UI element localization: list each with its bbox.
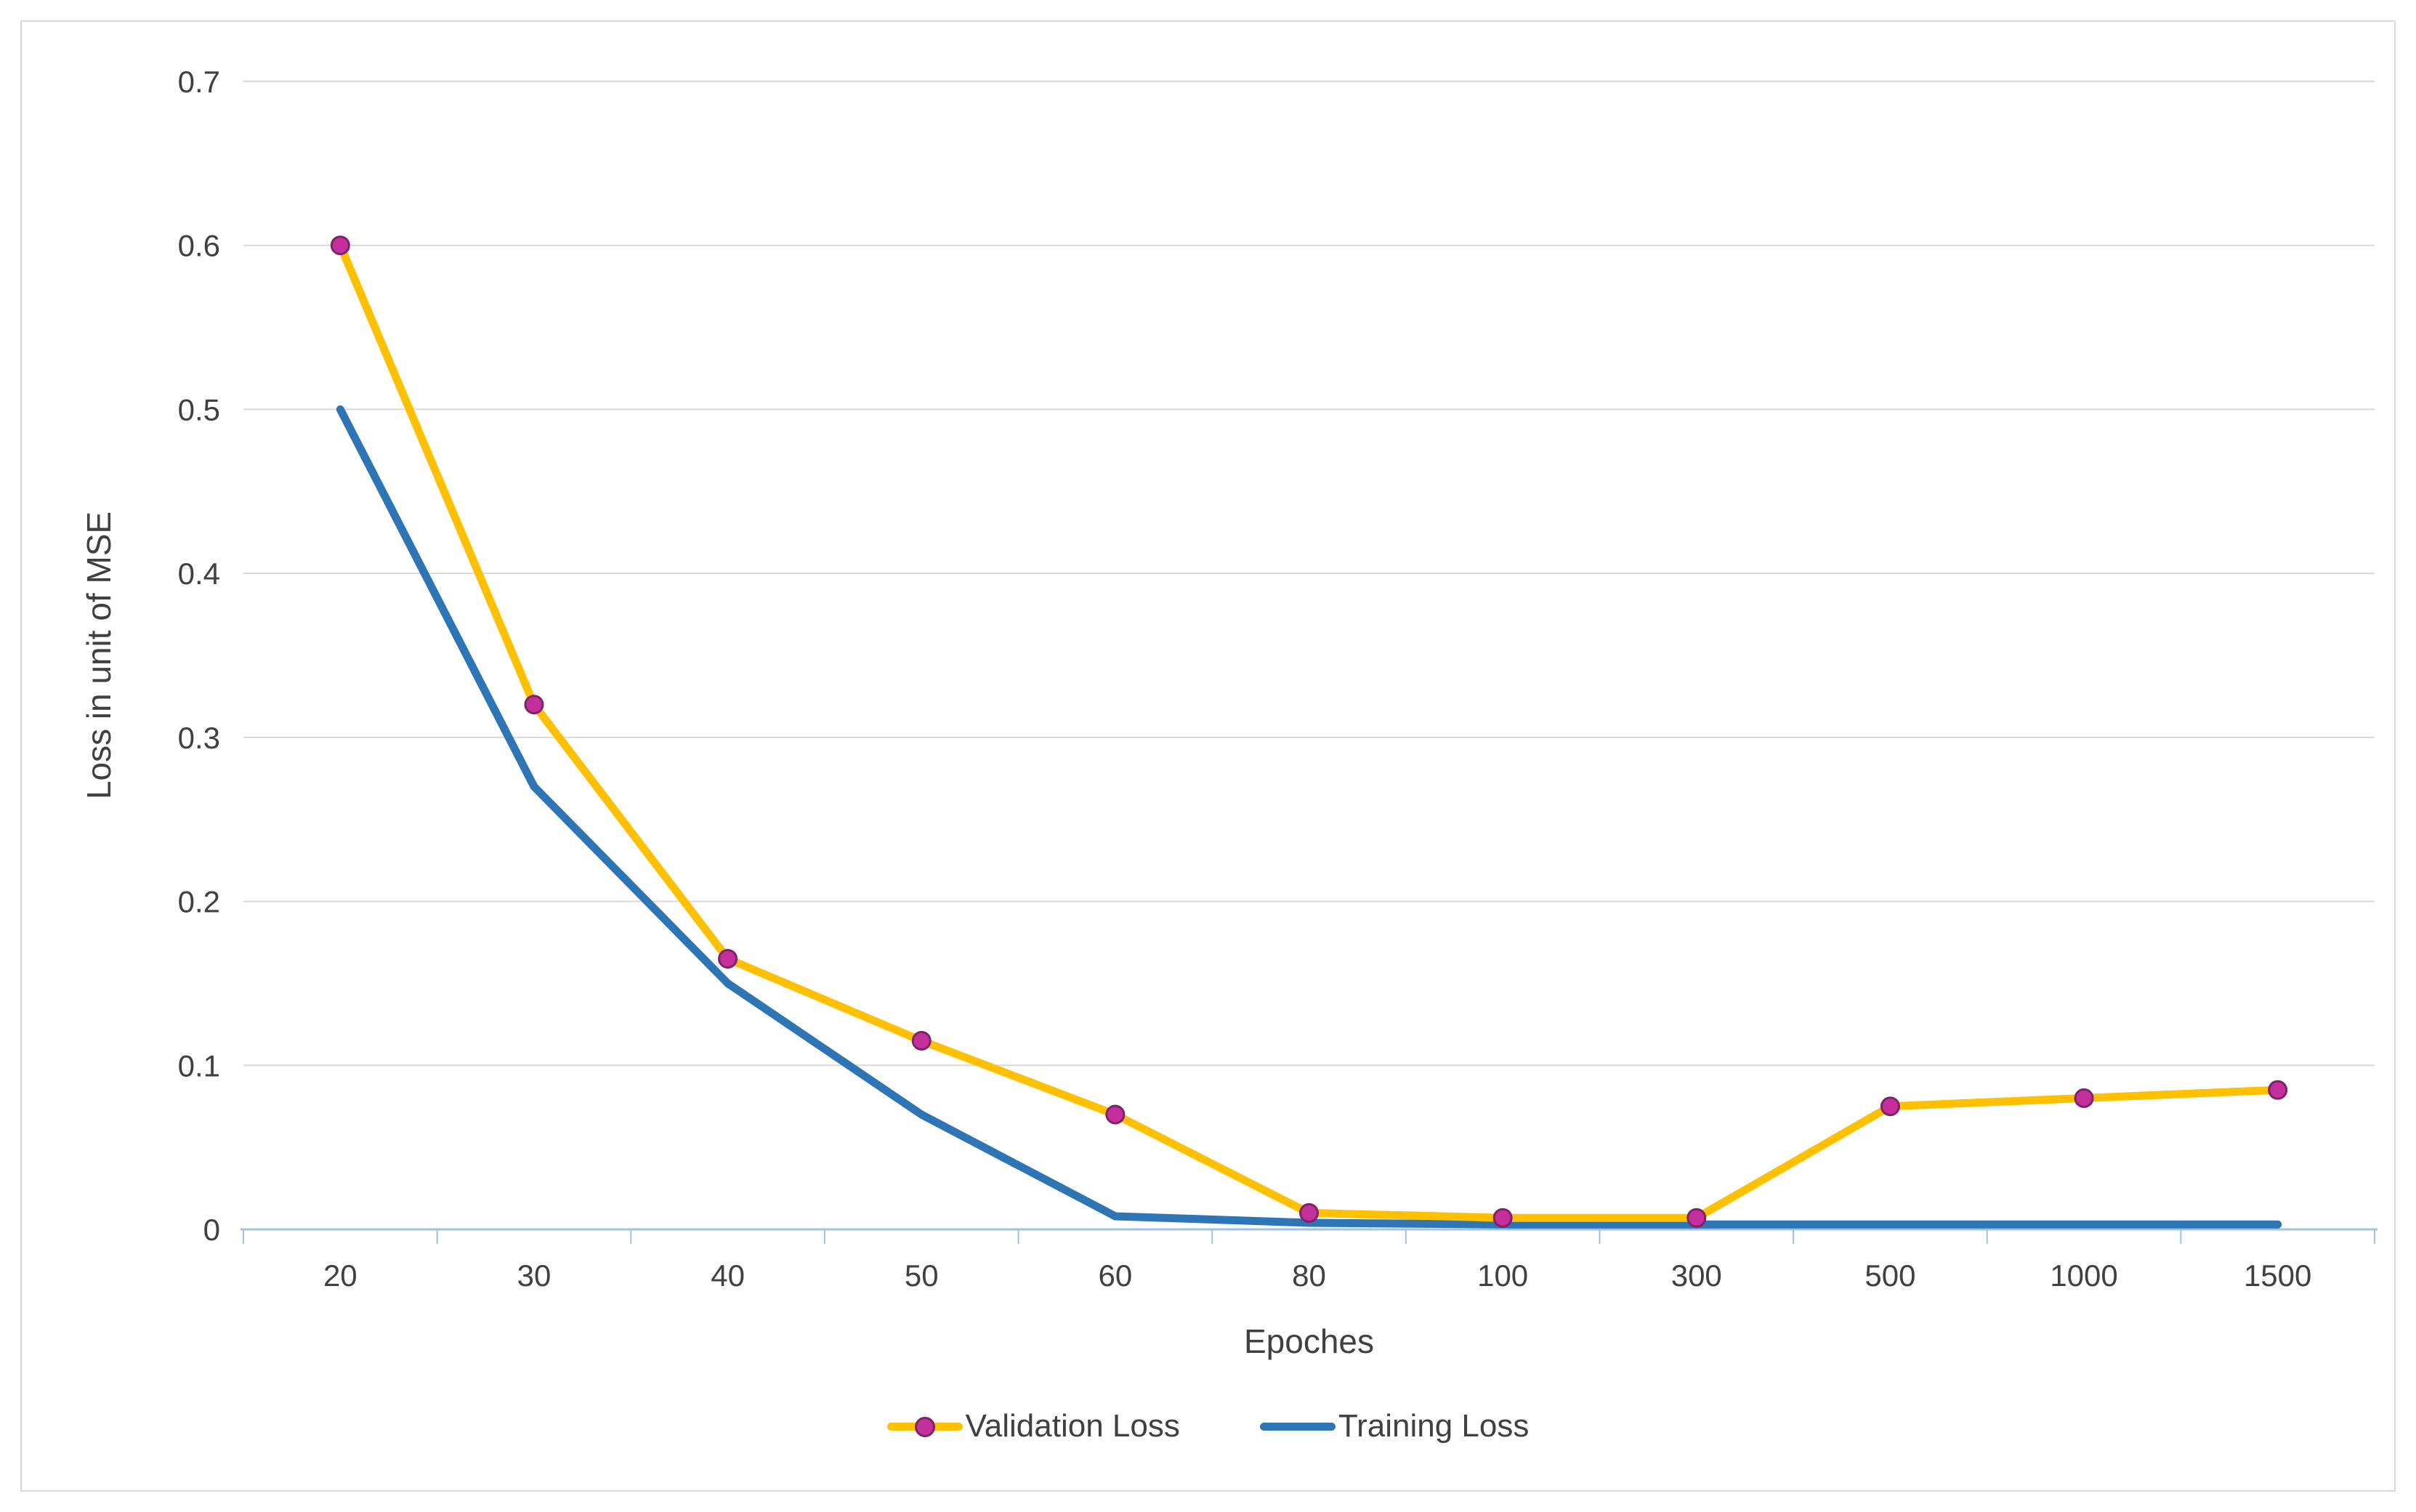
y-axis-title: Loss in unit of MSE [80,512,118,799]
validation-loss-marker [2074,1088,2094,1108]
training-loss-legend-swatch [1259,1410,1336,1443]
legend-label-training-loss: Training Loss [1338,1408,1530,1444]
y-tick-label: 0.3 [178,721,220,755]
validation-loss-marker [524,695,544,715]
x-tick-label: 300 [1671,1258,1722,1293]
x-tick-label: 1500 [2244,1258,2311,1293]
legend-label-validation-loss: Validation Loss [965,1408,1180,1444]
validation-loss-marker [911,1030,932,1051]
y-tick-label: 0 [203,1213,220,1247]
x-tick-label: 500 [1864,1258,1915,1293]
validation-loss-marker [1105,1104,1126,1125]
training-loss-line-sample [1259,1423,1336,1431]
validation-loss-marker [1880,1096,1900,1117]
x-tick-label: 50 [905,1258,939,1293]
training-loss-line [336,405,2282,1229]
x-tick-label: 1000 [2050,1258,2117,1293]
y-tick-label: 0.2 [178,885,220,919]
validation-loss-marker [2268,1080,2288,1100]
y-tick-label: 0.7 [178,65,220,99]
y-tick-label: 0.1 [178,1048,220,1083]
x-tick-label: 100 [1477,1258,1528,1293]
x-tick-label: 60 [1099,1258,1133,1293]
chart-legend: Validation Loss Training Loss [0,1408,2416,1444]
x-tick-label: 20 [323,1258,357,1293]
x-tick-label: 30 [517,1258,552,1293]
validation-loss-marker [330,235,350,256]
legend-item-validation-loss: Validation Loss [886,1408,1180,1444]
x-axis-title: Epoches [1244,1322,1374,1360]
validation-loss-marker [1686,1208,1707,1228]
y-tick-label: 0.4 [178,557,220,591]
y-tick-label: 0.5 [178,392,220,426]
legend-item-training-loss: Training Loss [1259,1408,1530,1444]
chart-border [20,20,2396,1492]
validation-loss-legend-swatch [886,1410,963,1443]
validation-loss-marker [718,949,738,969]
validation-loss-marker-icon [914,1417,935,1437]
y-tick-label: 0.6 [178,229,220,263]
validation-loss-marker [1492,1208,1513,1228]
x-tick-label: 80 [1292,1258,1326,1293]
validation-loss-marker [1299,1202,1319,1223]
x-tick-label: 40 [711,1258,745,1293]
validation-loss-line [336,241,2282,1222]
